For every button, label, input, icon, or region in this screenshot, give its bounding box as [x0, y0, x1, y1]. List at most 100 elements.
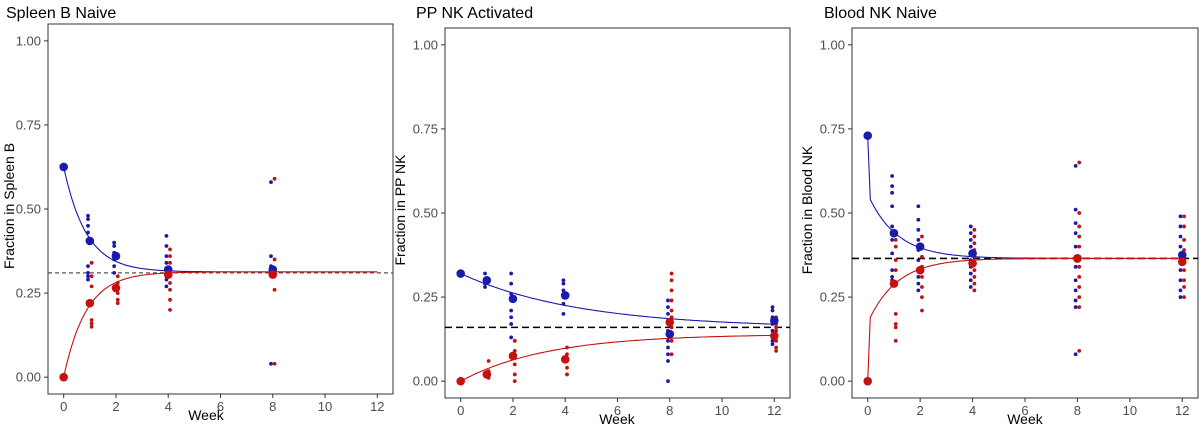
data-point: [893, 322, 898, 326]
data-point: [890, 275, 895, 279]
data-point: [1073, 305, 1078, 310]
data-point: [1073, 278, 1078, 283]
mean-point: [889, 279, 899, 288]
data-point: [1077, 234, 1082, 239]
mean-point: [889, 228, 899, 238]
data-point: [920, 234, 924, 239]
data-point: [1077, 275, 1082, 279]
data-point: [666, 298, 670, 303]
data-point: [509, 281, 514, 286]
data-point: [968, 271, 973, 276]
data-point: [770, 308, 775, 313]
y-tick-label: 1.00: [16, 33, 41, 48]
data-point: [1182, 295, 1186, 299]
data-point: [916, 204, 921, 209]
data-point: [669, 288, 674, 293]
data-point: [164, 284, 169, 289]
data-point: [483, 285, 487, 289]
y-tick-label: 1.00: [413, 37, 438, 52]
data-point: [916, 258, 921, 262]
data-point: [1178, 278, 1183, 283]
data-point: [1182, 278, 1186, 283]
mean-point: [111, 283, 121, 293]
data-point: [112, 271, 117, 275]
x-tick-label: 8: [1074, 403, 1081, 418]
data-point: [920, 308, 924, 313]
x-tick-label: 8: [666, 403, 673, 418]
data-point: [168, 247, 172, 252]
x-tick-label: 4: [165, 399, 172, 414]
data-point: [774, 325, 779, 330]
data-point: [86, 264, 90, 269]
mean-point: [665, 318, 675, 327]
data-point: [1073, 288, 1078, 293]
mean-point: [111, 251, 121, 261]
data-point: [1182, 268, 1186, 273]
data-point: [168, 260, 172, 265]
data-point: [669, 352, 674, 357]
data-point: [972, 268, 977, 273]
data-point: [890, 190, 895, 195]
data-point: [1073, 298, 1078, 303]
fit-curve: [460, 334, 775, 382]
fit-curve: [63, 166, 378, 273]
data-point: [890, 251, 895, 256]
data-point: [1077, 244, 1082, 249]
data-point: [666, 312, 670, 316]
x-tick-label: 6: [217, 399, 224, 414]
y-axis-label: Fraction in PP NK: [392, 154, 408, 266]
data-point: [1073, 244, 1078, 249]
data-point: [1077, 211, 1082, 215]
data-point: [893, 268, 898, 273]
data-point: [890, 224, 895, 229]
chart-title: Blood NK Naive: [824, 5, 937, 22]
data-point: [1182, 214, 1186, 219]
mean-point: [163, 270, 173, 279]
mean-point: [560, 355, 570, 364]
data-point: [666, 352, 670, 357]
data-point: [893, 244, 898, 249]
data-point: [164, 254, 169, 258]
data-point: [916, 288, 921, 293]
data-point: [272, 257, 277, 262]
mean-point: [482, 370, 492, 379]
data-point: [890, 204, 895, 209]
data-point: [1077, 295, 1082, 299]
mean-point: [915, 242, 925, 251]
data-point: [512, 338, 517, 343]
mean-point: [85, 236, 95, 246]
data-point: [561, 301, 566, 306]
plot-border: [444, 27, 791, 399]
data-point: [509, 322, 514, 326]
data-point: [916, 217, 921, 222]
data-point: [512, 372, 517, 377]
data-point: [509, 308, 514, 313]
x-axis-label: Week: [1007, 411, 1044, 427]
mean-point: [508, 294, 518, 304]
data-point: [1077, 160, 1082, 165]
y-tick-label: 0.25: [16, 286, 41, 301]
data-point: [916, 275, 921, 279]
data-point: [890, 268, 895, 273]
data-point: [666, 359, 670, 363]
data-point: [920, 295, 924, 299]
mean-point: [863, 376, 873, 386]
data-point: [565, 365, 569, 370]
data-point: [666, 305, 670, 310]
data-point: [774, 349, 779, 353]
data-point: [509, 315, 514, 320]
panel-spleen-b-naive: Spleen B Naive Week Fraction in Spleen B…: [1, 5, 394, 423]
data-point: [1077, 285, 1082, 289]
chart-title: PP NK Activated: [416, 5, 533, 22]
data-point: [968, 285, 973, 289]
data-point: [115, 274, 120, 279]
data-point: [1182, 238, 1186, 242]
data-point: [916, 238, 921, 242]
data-point: [164, 234, 169, 238]
x-tick-label: 4: [969, 403, 976, 418]
y-tick-label: 1.00: [820, 37, 845, 52]
y-tick-label: 0.50: [820, 206, 845, 221]
data-point: [89, 321, 94, 326]
y-axis-label: Fraction in Blood NK: [799, 145, 815, 274]
